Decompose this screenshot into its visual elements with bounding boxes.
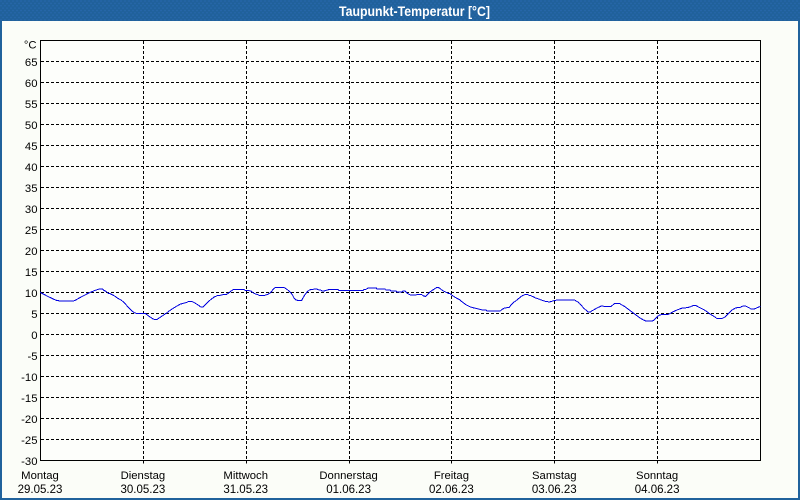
svg-text:Dienstag: Dienstag	[121, 470, 166, 482]
svg-text:04.06.23: 04.06.23	[635, 484, 680, 496]
svg-text:29.05.23: 29.05.23	[18, 484, 63, 496]
svg-text:-10: -10	[21, 372, 37, 384]
svg-text:5: 5	[31, 309, 37, 321]
svg-text:Sonntag: Sonntag	[636, 470, 678, 482]
svg-text:Mittwoch: Mittwoch	[223, 470, 268, 482]
svg-text:30: 30	[25, 204, 38, 216]
svg-text:10: 10	[25, 288, 38, 300]
svg-text:15: 15	[25, 267, 38, 279]
svg-text:65: 65	[25, 57, 38, 69]
svg-text:31.05.23: 31.05.23	[223, 484, 268, 496]
svg-text:30.05.23: 30.05.23	[121, 484, 166, 496]
svg-text:Freitag: Freitag	[434, 470, 469, 482]
svg-text:55: 55	[25, 99, 38, 111]
svg-text:-5: -5	[27, 351, 37, 363]
svg-text:01.06.23: 01.06.23	[326, 484, 371, 496]
svg-text:35: 35	[25, 183, 38, 195]
svg-text:0: 0	[31, 330, 37, 342]
svg-text:20: 20	[25, 246, 38, 258]
svg-text:50: 50	[25, 120, 38, 132]
svg-text:-20: -20	[21, 414, 37, 426]
svg-text:03.06.23: 03.06.23	[532, 484, 577, 496]
svg-text:60: 60	[25, 78, 38, 90]
svg-text:Taupunkt-Temperatur [°C]: Taupunkt-Temperatur [°C]	[339, 3, 490, 19]
svg-text:40: 40	[25, 162, 38, 174]
svg-text:45: 45	[25, 141, 38, 153]
svg-text:°C: °C	[24, 40, 37, 52]
svg-text:-30: -30	[21, 456, 37, 468]
svg-text:Donnerstag: Donnerstag	[319, 470, 377, 482]
svg-text:-25: -25	[21, 435, 37, 447]
svg-text:Samstag: Samstag	[532, 470, 577, 482]
svg-text:Montag: Montag	[21, 470, 59, 482]
svg-text:02.06.23: 02.06.23	[429, 484, 474, 496]
svg-text:25: 25	[25, 225, 38, 237]
svg-text:-15: -15	[21, 393, 37, 405]
